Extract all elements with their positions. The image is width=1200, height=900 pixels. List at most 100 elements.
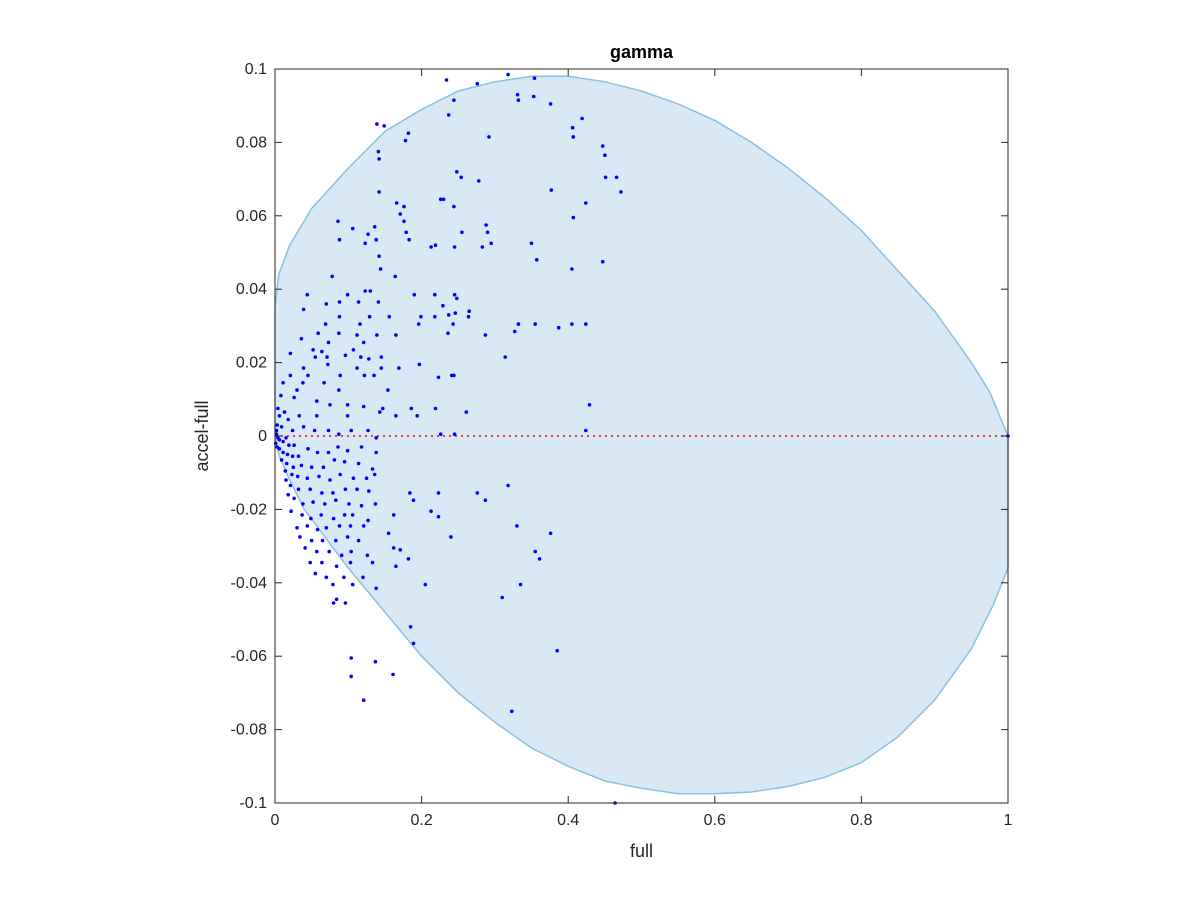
data-point: [328, 403, 332, 407]
y-tick-label: 0: [258, 428, 267, 445]
data-point: [315, 549, 319, 554]
data-point: [446, 313, 451, 317]
y-axis-label: accel-full: [192, 400, 212, 471]
data-point: [483, 333, 488, 337]
data-point: [337, 388, 341, 392]
data-point: [464, 410, 469, 414]
data-point: [326, 450, 331, 455]
data-point: [283, 469, 288, 473]
data-point: [484, 223, 488, 227]
shaded-region-layer: [274, 75, 1009, 795]
data-point: [287, 443, 291, 448]
data-point: [603, 175, 608, 180]
data-point: [321, 465, 326, 470]
data-point: [301, 307, 306, 312]
x-tick-label: 0.2: [410, 812, 432, 829]
data-point: [365, 553, 370, 558]
data-point: [301, 366, 306, 370]
data-point: [296, 454, 301, 459]
data-point: [336, 219, 340, 224]
data-point: [292, 443, 296, 448]
data-point: [379, 355, 384, 359]
data-point: [391, 546, 396, 550]
data-point: [584, 201, 588, 205]
data-point: [415, 414, 420, 418]
y-tick-label: -0.02: [231, 501, 268, 518]
data-point: [367, 489, 371, 493]
data-point: [285, 452, 290, 457]
data-point: [320, 538, 325, 543]
data-point: [315, 527, 320, 532]
data-point: [433, 243, 438, 247]
data-point: [342, 459, 347, 464]
data-point: [315, 450, 320, 455]
data-point: [292, 496, 296, 501]
data-point: [331, 491, 335, 495]
data-point: [403, 138, 408, 143]
data-point: [529, 241, 534, 246]
data-point: [305, 524, 310, 528]
data-point: [324, 302, 329, 306]
data-point: [386, 388, 390, 392]
data-point: [393, 274, 398, 279]
data-point: [309, 538, 314, 543]
data-point: [312, 428, 317, 433]
data-point: [570, 322, 574, 326]
data-point: [281, 450, 285, 455]
data-point: [348, 524, 353, 528]
data-point: [480, 245, 485, 249]
data-point: [301, 502, 305, 506]
data-point: [350, 582, 355, 587]
data-point: [386, 531, 391, 536]
data-point: [534, 258, 539, 262]
data-point: [533, 549, 537, 554]
data-point: [516, 322, 521, 326]
data-point: [330, 274, 335, 279]
data-point: [367, 314, 372, 319]
data-point: [315, 399, 319, 403]
data-point: [398, 212, 403, 216]
data-point: [406, 131, 411, 135]
data-point: [549, 188, 554, 192]
data-point: [453, 311, 458, 315]
data-point: [291, 465, 296, 470]
data-point: [373, 659, 378, 664]
data-point: [301, 425, 306, 429]
data-point: [331, 601, 336, 605]
data-point: [402, 204, 406, 209]
data-point: [603, 153, 607, 157]
data-point: [281, 439, 285, 444]
data-point: [273, 441, 278, 446]
data-point: [281, 381, 285, 385]
data-point: [378, 410, 382, 414]
data-point: [362, 373, 367, 378]
data-point: [277, 447, 282, 451]
data-point: [433, 292, 437, 297]
y-tick-label: -0.06: [231, 648, 268, 665]
data-point: [298, 535, 302, 539]
data-point: [279, 458, 284, 462]
data-point: [331, 582, 335, 587]
data-point: [449, 535, 453, 539]
data-point: [487, 135, 491, 139]
data-point: [571, 135, 576, 139]
data-point: [337, 300, 342, 304]
data-point: [366, 428, 370, 433]
data-point: [348, 560, 353, 565]
data-point: [500, 595, 505, 600]
data-point: [359, 355, 363, 359]
data-point: [614, 175, 619, 180]
data-point: [452, 98, 456, 102]
data-point: [337, 524, 342, 528]
data-point: [452, 432, 457, 437]
data-point: [276, 406, 280, 411]
data-point: [537, 557, 542, 561]
data-point: [373, 502, 378, 506]
data-point: [587, 403, 592, 407]
data-point: [297, 414, 302, 418]
x-tick-label: 0.6: [704, 812, 726, 829]
data-point: [404, 230, 409, 235]
data-point: [306, 373, 310, 378]
data-point: [331, 516, 336, 521]
